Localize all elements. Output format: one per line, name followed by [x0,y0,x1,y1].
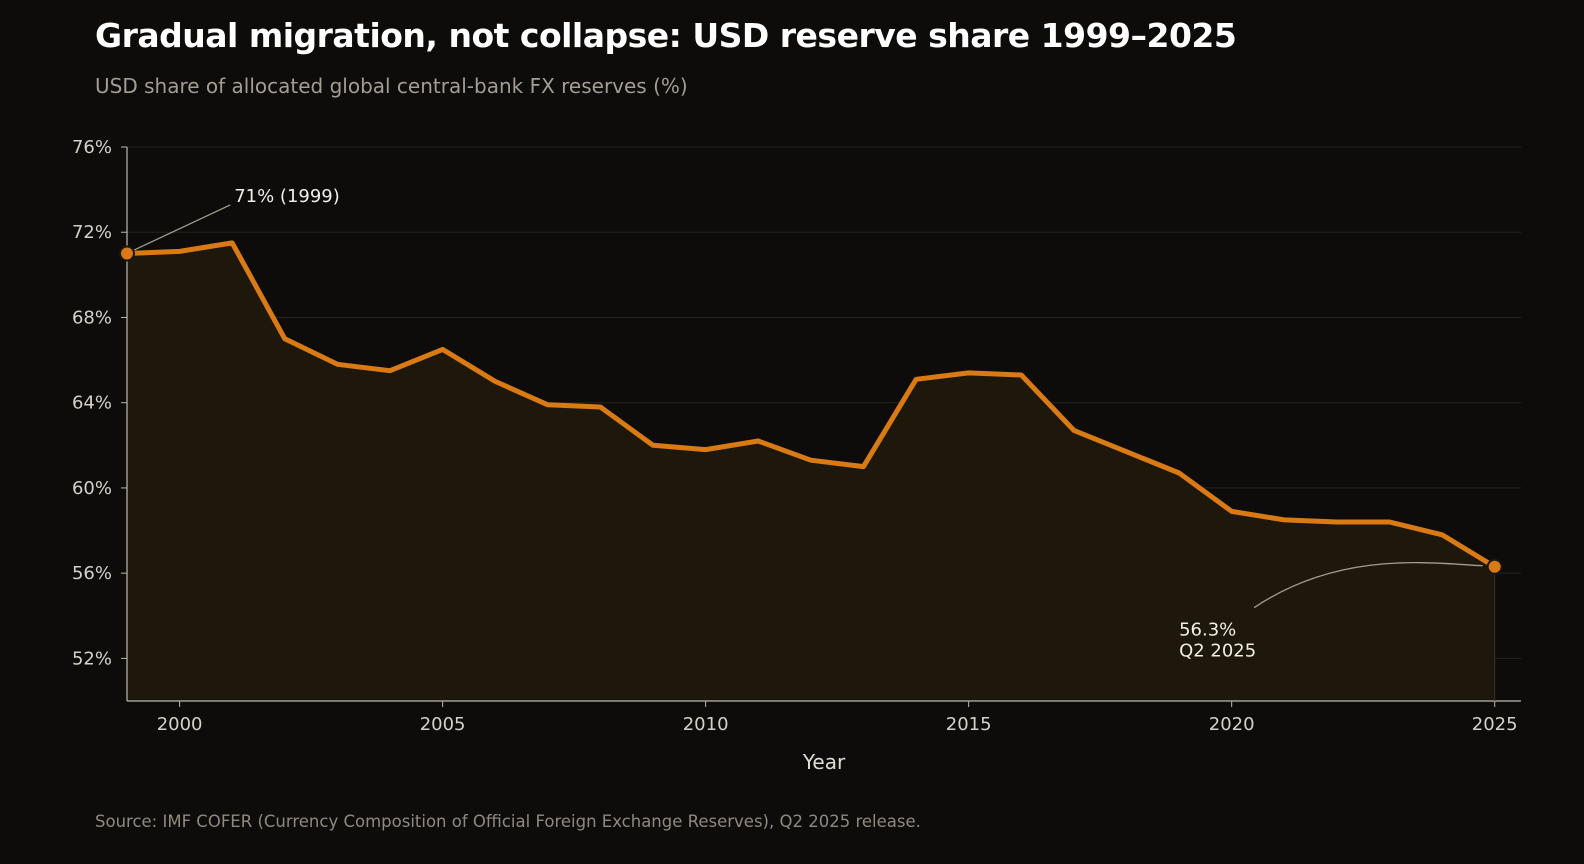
y-tick-label: 76% [72,137,112,158]
x-tick-label: 2005 [420,714,466,735]
x-tick-label: 2000 [157,714,203,735]
source-note: Source: IMF COFER (Currency Composition … [95,812,921,831]
y-tick-label: 64% [72,393,112,414]
highlight-point [119,245,135,262]
annotation-leader-1999 [132,204,231,252]
x-tick-label: 2020 [1209,714,1255,735]
annotation-label-1999: 71% (1999) [234,186,340,207]
highlight-point [1486,558,1503,575]
axes [126,147,1521,702]
tick-labels: 52% 56% 60% 64% 68% 72% 76% 2000 2005 2010 2015 202… [72,137,1518,735]
annotations: 71% (1999) 56.3%Q2 2025 [132,186,1483,662]
y-tick-label: 52% [72,648,112,669]
chart-title: Gradual migration, not collapse: USD res… [95,16,1237,55]
x-tick-label: 2015 [946,714,992,735]
series-line [124,240,1498,570]
annotation-label-2025-line: Q2 2025 [1179,641,1256,662]
x-axis-title: Year [802,750,846,774]
area-fill [127,242,1495,701]
y-tick-label: 60% [72,478,112,499]
y-tick-label: 56% [72,563,112,584]
chart-subtitle: USD share of allocated global central-ba… [95,74,688,98]
y-tick-label: 68% [72,307,112,328]
x-tick-label: 2010 [683,714,729,735]
annotation-label-2025-line: 56.3% [1179,620,1236,641]
x-tick-label: 2025 [1472,714,1518,735]
y-tick-label: 72% [72,222,112,243]
highlighted-points [119,245,1503,575]
annotation-leader-2025 [1253,562,1483,609]
